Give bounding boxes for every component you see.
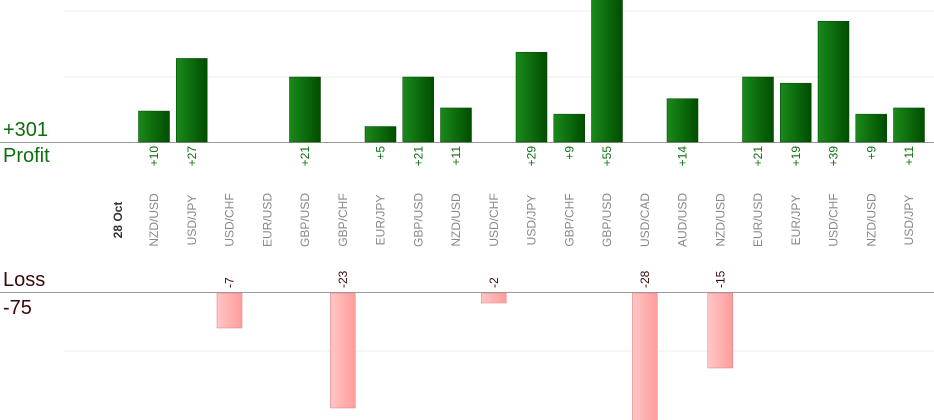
profit-bar (364, 126, 397, 143)
pair-label: USD/CHF (827, 193, 841, 246)
loss-bars (216, 292, 733, 420)
profit-bar (176, 58, 208, 143)
profit-bar (742, 76, 774, 143)
pair-label: NZD/USD (713, 193, 727, 247)
pair-label: USD/CHF (223, 193, 237, 246)
pair-label: NZD/USD (147, 193, 161, 247)
pair-label: GBP/CHF (336, 193, 350, 246)
profit-bar (666, 98, 699, 143)
profit-value-label: +5 (374, 146, 388, 160)
pair-label: EUR/USD (751, 193, 765, 247)
loss-value-label: -15 (713, 270, 727, 288)
profit-value-label: +9 (864, 146, 878, 160)
loss-bar (632, 292, 658, 420)
date-label: 28 Oct (111, 202, 125, 239)
profit-value-label: +39 (827, 146, 841, 167)
pair-label: EUR/USD (260, 193, 274, 247)
pair-label: NZD/USD (449, 193, 463, 247)
loss-label: Loss (3, 269, 46, 291)
profit-bar (817, 21, 850, 143)
loss-value-label: -23 (336, 270, 350, 288)
loss-bar (330, 292, 356, 409)
pair-label: GBP/USD (298, 193, 312, 247)
profit-bar (893, 107, 925, 143)
loss-bar (481, 292, 507, 304)
pair-labels: NZD/USD USD/JPY USD/CHF EUR/USD GBP/USD GBP/C… (147, 193, 916, 247)
pair-label: USD/CAD (638, 193, 652, 247)
profit-bar (855, 113, 887, 143)
pair-label: USD/CHF (487, 193, 501, 246)
pair-label: GBP/CHF (562, 193, 576, 246)
value-labels: +10 +27 -7 +21 -23 +5 +21 +11 -2 +29 +9 +55 -28 +14 -1… (147, 146, 916, 288)
profit-bars (138, 0, 925, 143)
loss-bar (707, 292, 733, 369)
profit-label: Profit (3, 145, 50, 167)
axes (0, 142, 934, 293)
profit-bar (402, 76, 434, 143)
profit-value-label: +29 (525, 146, 539, 167)
loss-bar (216, 292, 243, 329)
pair-label: USD/JPY (185, 195, 199, 246)
profit-bar (515, 51, 548, 143)
pair-label: AUD/USD (676, 193, 690, 247)
profit-value-label: +21 (411, 146, 425, 167)
profit-bar (553, 113, 585, 143)
profit-total: +301 (3, 119, 49, 141)
profit-value-label: +14 (676, 146, 690, 167)
profit-bar (780, 82, 812, 143)
profit-value-label: +10 (147, 146, 161, 167)
grid-lines (64, 10, 934, 352)
pair-label: NZD/USD (864, 193, 878, 247)
profit-value-label: +55 (600, 146, 614, 167)
profit-value-label: +11 (902, 146, 916, 166)
profit-value-label: +9 (562, 146, 576, 160)
loss-value-label: -28 (638, 270, 652, 288)
profit-value-label: +21 (751, 146, 765, 167)
pair-label: EUR/JPY (374, 195, 388, 246)
profit-value-label: +19 (789, 146, 803, 167)
profit-value-label: +21 (298, 146, 312, 167)
pair-label: GBP/USD (600, 193, 614, 247)
pair-label: GBP/USD (411, 193, 425, 247)
loss-total: -75 (3, 297, 32, 319)
profit-value-label: +27 (185, 146, 199, 167)
profit-value-label: +11 (449, 146, 463, 166)
pair-label: EUR/JPY (789, 195, 803, 246)
profit-bar (591, 0, 623, 143)
pair-label: USD/JPY (525, 195, 539, 246)
loss-value-label: -2 (487, 277, 501, 288)
pair-label: USD/JPY (902, 195, 916, 246)
loss-value-label: -7 (223, 277, 237, 288)
profit-bar (138, 110, 170, 143)
profit-bar (289, 76, 321, 143)
profit-bar (440, 107, 472, 143)
